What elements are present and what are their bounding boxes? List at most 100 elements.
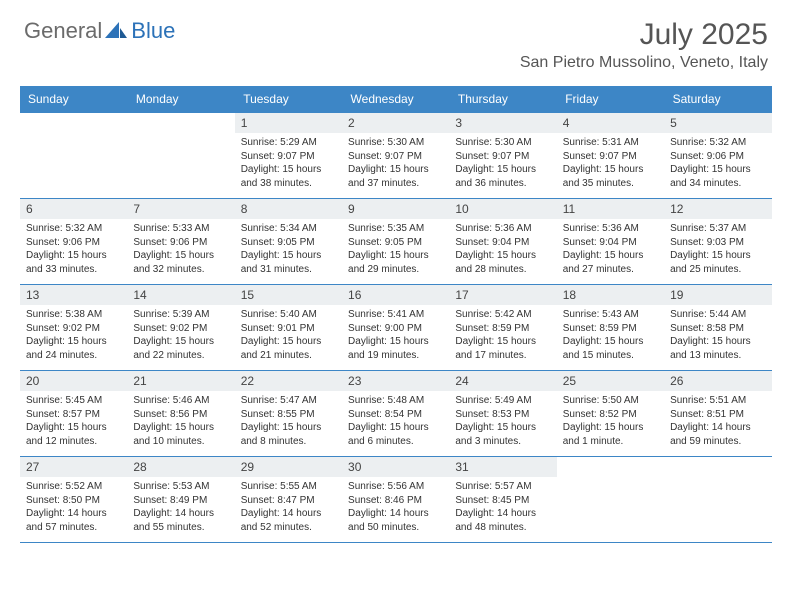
- title-block: July 2025 San Pietro Mussolino, Veneto, …: [520, 18, 768, 72]
- sunset-text: Sunset: 9:06 PM: [133, 236, 228, 250]
- calendar-day-cell: 13Sunrise: 5:38 AMSunset: 9:02 PMDayligh…: [20, 285, 127, 371]
- sunrise-text: Sunrise: 5:34 AM: [241, 222, 336, 236]
- day-info: Sunrise: 5:43 AMSunset: 8:59 PMDaylight:…: [557, 305, 664, 366]
- daylight-text: Daylight: 15 hours and 38 minutes.: [241, 163, 336, 190]
- day-number: 22: [235, 371, 342, 391]
- sunrise-text: Sunrise: 5:33 AM: [133, 222, 228, 236]
- calendar-day-cell: [127, 113, 234, 199]
- sunset-text: Sunset: 8:50 PM: [26, 494, 121, 508]
- sunrise-text: Sunrise: 5:30 AM: [348, 136, 443, 150]
- day-info: Sunrise: 5:55 AMSunset: 8:47 PMDaylight:…: [235, 477, 342, 538]
- calendar-day-cell: 19Sunrise: 5:44 AMSunset: 8:58 PMDayligh…: [664, 285, 771, 371]
- day-number: 12: [664, 199, 771, 219]
- day-info: Sunrise: 5:29 AMSunset: 9:07 PMDaylight:…: [235, 133, 342, 194]
- sunrise-text: Sunrise: 5:53 AM: [133, 480, 228, 494]
- daylight-text: Daylight: 14 hours and 52 minutes.: [241, 507, 336, 534]
- calendar-day-cell: 11Sunrise: 5:36 AMSunset: 9:04 PMDayligh…: [557, 199, 664, 285]
- daylight-text: Daylight: 15 hours and 29 minutes.: [348, 249, 443, 276]
- weekday-header: Friday: [557, 86, 664, 113]
- sunset-text: Sunset: 8:57 PM: [26, 408, 121, 422]
- sunset-text: Sunset: 8:46 PM: [348, 494, 443, 508]
- sunset-text: Sunset: 9:06 PM: [670, 150, 765, 164]
- sunset-text: Sunset: 8:45 PM: [455, 494, 550, 508]
- calendar-day-cell: [557, 457, 664, 543]
- day-number: 16: [342, 285, 449, 305]
- daylight-text: Daylight: 15 hours and 36 minutes.: [455, 163, 550, 190]
- sunrise-text: Sunrise: 5:38 AM: [26, 308, 121, 322]
- brand-word1: General: [24, 18, 102, 44]
- sunset-text: Sunset: 9:04 PM: [455, 236, 550, 250]
- sunset-text: Sunset: 8:49 PM: [133, 494, 228, 508]
- calendar-week-row: 6Sunrise: 5:32 AMSunset: 9:06 PMDaylight…: [20, 199, 772, 285]
- day-number: 19: [664, 285, 771, 305]
- calendar-day-cell: 30Sunrise: 5:56 AMSunset: 8:46 PMDayligh…: [342, 457, 449, 543]
- sunset-text: Sunset: 8:51 PM: [670, 408, 765, 422]
- day-number: 4: [557, 113, 664, 133]
- day-info: Sunrise: 5:40 AMSunset: 9:01 PMDaylight:…: [235, 305, 342, 366]
- day-info: Sunrise: 5:30 AMSunset: 9:07 PMDaylight:…: [449, 133, 556, 194]
- sunrise-text: Sunrise: 5:52 AM: [26, 480, 121, 494]
- day-number: 30: [342, 457, 449, 477]
- calendar-body: 1Sunrise: 5:29 AMSunset: 9:07 PMDaylight…: [20, 113, 772, 543]
- calendar-day-cell: 6Sunrise: 5:32 AMSunset: 9:06 PMDaylight…: [20, 199, 127, 285]
- daylight-text: Daylight: 15 hours and 31 minutes.: [241, 249, 336, 276]
- day-number: 31: [449, 457, 556, 477]
- calendar-week-row: 20Sunrise: 5:45 AMSunset: 8:57 PMDayligh…: [20, 371, 772, 457]
- daylight-text: Daylight: 14 hours and 59 minutes.: [670, 421, 765, 448]
- sunrise-text: Sunrise: 5:55 AM: [241, 480, 336, 494]
- calendar-day-cell: 15Sunrise: 5:40 AMSunset: 9:01 PMDayligh…: [235, 285, 342, 371]
- calendar-day-cell: 21Sunrise: 5:46 AMSunset: 8:56 PMDayligh…: [127, 371, 234, 457]
- weekday-header: Saturday: [664, 86, 771, 113]
- sunrise-text: Sunrise: 5:49 AM: [455, 394, 550, 408]
- sunrise-text: Sunrise: 5:37 AM: [670, 222, 765, 236]
- sunset-text: Sunset: 9:00 PM: [348, 322, 443, 336]
- day-info: Sunrise: 5:32 AMSunset: 9:06 PMDaylight:…: [664, 133, 771, 194]
- calendar-day-cell: 9Sunrise: 5:35 AMSunset: 9:05 PMDaylight…: [342, 199, 449, 285]
- day-info: Sunrise: 5:38 AMSunset: 9:02 PMDaylight:…: [20, 305, 127, 366]
- location-text: San Pietro Mussolino, Veneto, Italy: [520, 54, 768, 72]
- sunset-text: Sunset: 9:07 PM: [241, 150, 336, 164]
- daylight-text: Daylight: 15 hours and 24 minutes.: [26, 335, 121, 362]
- sunrise-text: Sunrise: 5:36 AM: [563, 222, 658, 236]
- daylight-text: Daylight: 15 hours and 21 minutes.: [241, 335, 336, 362]
- day-number: 11: [557, 199, 664, 219]
- calendar-week-row: 27Sunrise: 5:52 AMSunset: 8:50 PMDayligh…: [20, 457, 772, 543]
- day-info: Sunrise: 5:50 AMSunset: 8:52 PMDaylight:…: [557, 391, 664, 452]
- sunset-text: Sunset: 8:53 PM: [455, 408, 550, 422]
- sunset-text: Sunset: 8:54 PM: [348, 408, 443, 422]
- calendar-day-cell: 7Sunrise: 5:33 AMSunset: 9:06 PMDaylight…: [127, 199, 234, 285]
- calendar-week-row: 1Sunrise: 5:29 AMSunset: 9:07 PMDaylight…: [20, 113, 772, 199]
- day-number: 26: [664, 371, 771, 391]
- calendar-day-cell: 16Sunrise: 5:41 AMSunset: 9:00 PMDayligh…: [342, 285, 449, 371]
- calendar-day-cell: 3Sunrise: 5:30 AMSunset: 9:07 PMDaylight…: [449, 113, 556, 199]
- day-info: Sunrise: 5:36 AMSunset: 9:04 PMDaylight:…: [449, 219, 556, 280]
- sunset-text: Sunset: 9:06 PM: [26, 236, 121, 250]
- sunrise-text: Sunrise: 5:29 AM: [241, 136, 336, 150]
- day-number: 18: [557, 285, 664, 305]
- calendar-day-cell: [20, 113, 127, 199]
- day-info: Sunrise: 5:31 AMSunset: 9:07 PMDaylight:…: [557, 133, 664, 194]
- calendar-day-cell: 17Sunrise: 5:42 AMSunset: 8:59 PMDayligh…: [449, 285, 556, 371]
- sunrise-text: Sunrise: 5:40 AM: [241, 308, 336, 322]
- day-number: 9: [342, 199, 449, 219]
- daylight-text: Daylight: 15 hours and 34 minutes.: [670, 163, 765, 190]
- daylight-text: Daylight: 15 hours and 15 minutes.: [563, 335, 658, 362]
- day-number: 6: [20, 199, 127, 219]
- daylight-text: Daylight: 14 hours and 57 minutes.: [26, 507, 121, 534]
- day-info: Sunrise: 5:49 AMSunset: 8:53 PMDaylight:…: [449, 391, 556, 452]
- sunrise-text: Sunrise: 5:32 AM: [26, 222, 121, 236]
- weekday-header: Tuesday: [235, 86, 342, 113]
- calendar-day-cell: 1Sunrise: 5:29 AMSunset: 9:07 PMDaylight…: [235, 113, 342, 199]
- calendar-table: SundayMondayTuesdayWednesdayThursdayFrid…: [20, 86, 772, 543]
- weekday-header: Monday: [127, 86, 234, 113]
- day-info: Sunrise: 5:52 AMSunset: 8:50 PMDaylight:…: [20, 477, 127, 538]
- sunset-text: Sunset: 8:58 PM: [670, 322, 765, 336]
- calendar-day-cell: 22Sunrise: 5:47 AMSunset: 8:55 PMDayligh…: [235, 371, 342, 457]
- calendar-day-cell: 29Sunrise: 5:55 AMSunset: 8:47 PMDayligh…: [235, 457, 342, 543]
- calendar-day-cell: 4Sunrise: 5:31 AMSunset: 9:07 PMDaylight…: [557, 113, 664, 199]
- day-info: Sunrise: 5:30 AMSunset: 9:07 PMDaylight:…: [342, 133, 449, 194]
- calendar-day-cell: 24Sunrise: 5:49 AMSunset: 8:53 PMDayligh…: [449, 371, 556, 457]
- sunset-text: Sunset: 8:47 PM: [241, 494, 336, 508]
- sunrise-text: Sunrise: 5:42 AM: [455, 308, 550, 322]
- calendar-day-cell: 27Sunrise: 5:52 AMSunset: 8:50 PMDayligh…: [20, 457, 127, 543]
